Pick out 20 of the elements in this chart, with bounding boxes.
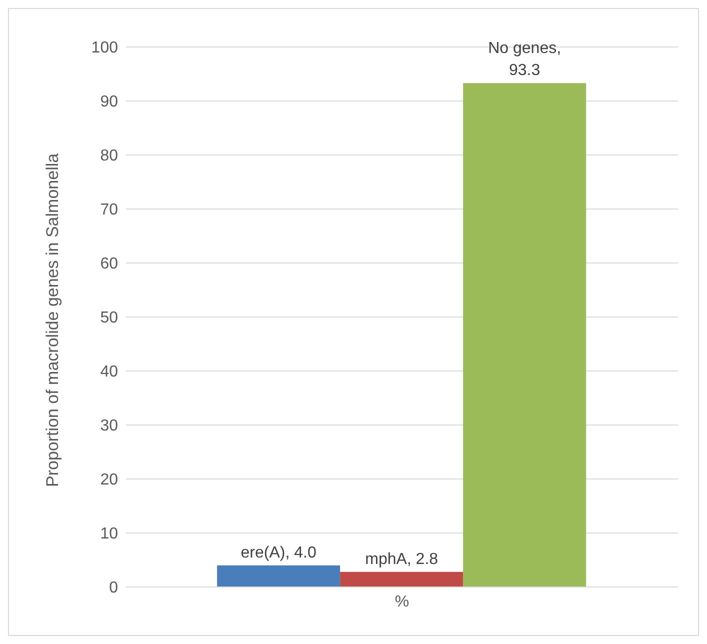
y-tick-label: 0 xyxy=(109,580,118,597)
y-tick-label: 70 xyxy=(100,202,118,219)
y-tick-label: 100 xyxy=(91,40,118,57)
text: mphA, 2.8 xyxy=(365,550,438,568)
text: ere(A), 4.0 xyxy=(240,544,316,562)
y-tick-label: 90 xyxy=(100,94,118,111)
bar xyxy=(340,572,464,587)
y-tick-label: 50 xyxy=(100,310,118,327)
x-tick-label: % xyxy=(394,593,410,610)
y-tick-label: 30 xyxy=(100,418,118,435)
y-tick-label: 60 xyxy=(100,256,118,273)
y-tick-label: 10 xyxy=(100,526,118,543)
y-tick-label: 80 xyxy=(100,148,118,165)
bar xyxy=(463,83,586,587)
bar xyxy=(217,565,340,587)
text: 93.3 xyxy=(509,62,540,80)
y-tick-label: 40 xyxy=(100,364,118,381)
y-tick-label: 20 xyxy=(100,472,118,489)
text: No genes, xyxy=(488,40,562,58)
y-axis-title: Proportion of macrolide genes in Salmonella xyxy=(43,152,62,487)
